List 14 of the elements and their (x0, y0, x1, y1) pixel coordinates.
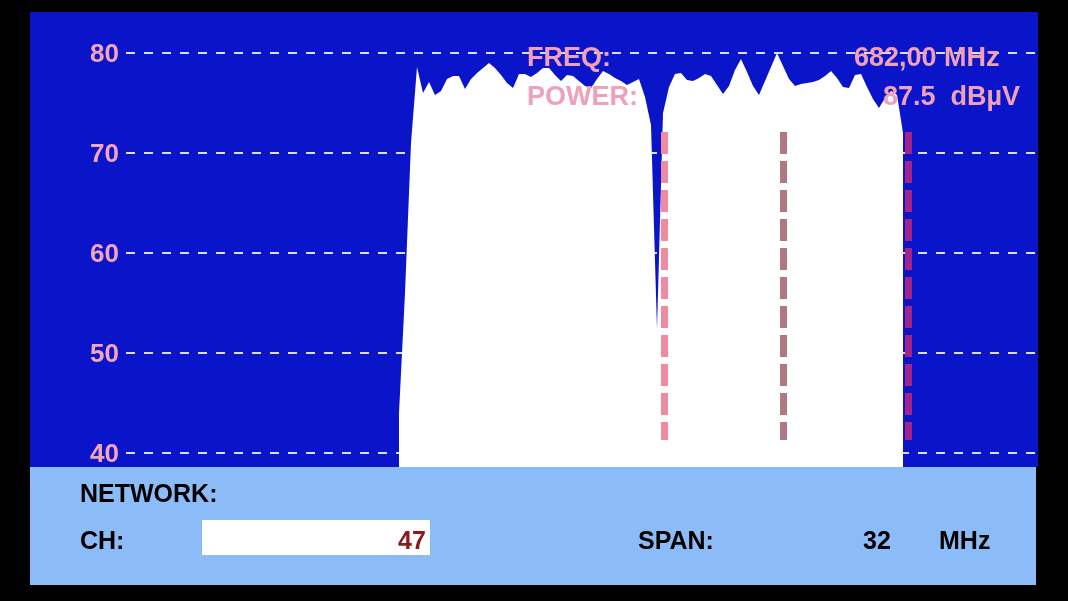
text: 47 (398, 526, 426, 554)
text: 32 (863, 526, 891, 554)
annotation: POWER: (527, 81, 638, 111)
text: NETWORK: (80, 479, 218, 507)
y-tick-label: 60 (90, 238, 119, 269)
y-tick-label: 80 (90, 38, 119, 69)
annotation: 682,00 MHz (854, 42, 1000, 72)
annotation: FREQ: (527, 42, 611, 72)
text: MHz (939, 526, 991, 554)
text: SPAN: (638, 526, 714, 554)
text: CH: (80, 526, 125, 554)
y-tick-label: 40 (90, 438, 119, 469)
y-tick-label: 70 (90, 138, 119, 169)
y-tick-label: 50 (90, 338, 119, 369)
